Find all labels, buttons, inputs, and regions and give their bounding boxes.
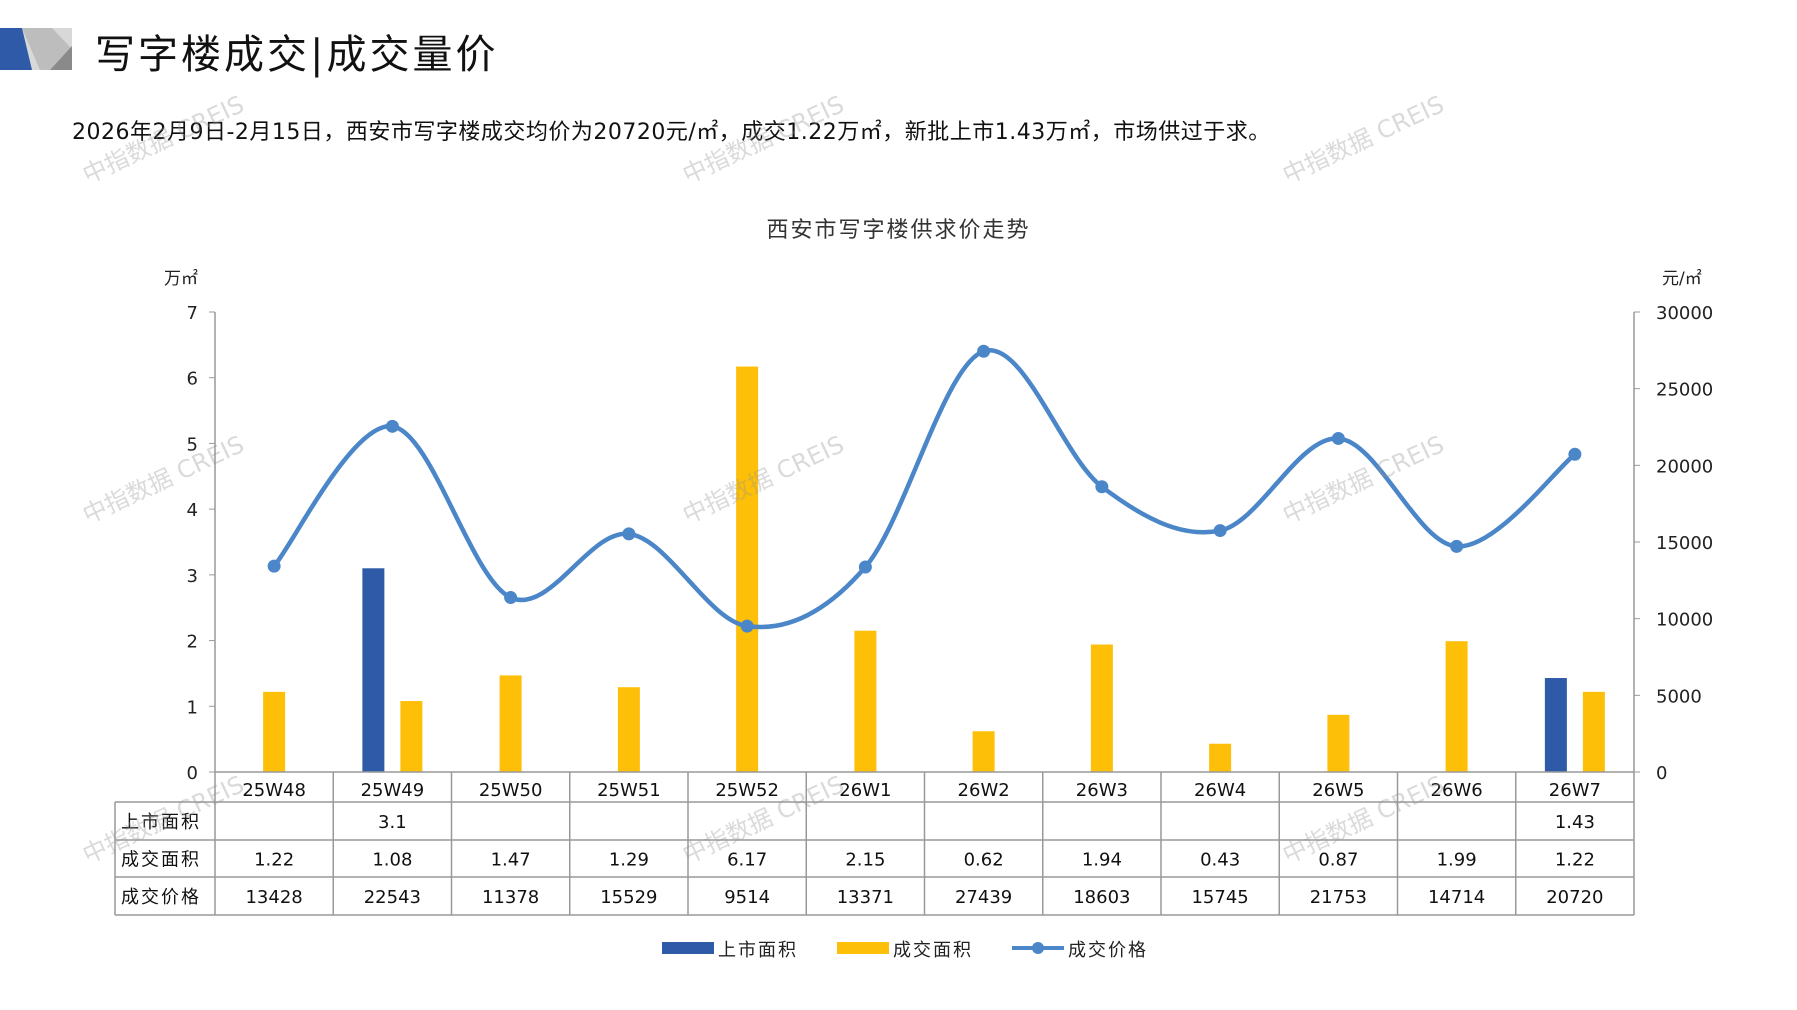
bar-deal-25W49 bbox=[400, 701, 423, 772]
table-cell: 20720 bbox=[1546, 887, 1603, 908]
row-header: 成交价格 bbox=[121, 887, 201, 908]
left-tick-label: 5 bbox=[187, 434, 198, 455]
left-tick-label: 6 bbox=[187, 369, 198, 390]
row-header: 上市面积 bbox=[121, 812, 201, 833]
price-point-25W49 bbox=[385, 419, 399, 433]
row-header: 成交面积 bbox=[121, 850, 201, 871]
left-tick-label: 3 bbox=[187, 566, 198, 587]
bar-deal-26W1 bbox=[854, 630, 877, 772]
right-tick-label: 0 bbox=[1656, 763, 1667, 784]
right-tick-label: 25000 bbox=[1656, 380, 1713, 401]
price-point-26W6 bbox=[1450, 539, 1464, 553]
legend-swatch bbox=[662, 942, 714, 954]
price-point-26W1 bbox=[858, 560, 872, 574]
bar-deal-26W2 bbox=[972, 731, 995, 772]
right-tick-label: 20000 bbox=[1656, 456, 1713, 477]
price-line bbox=[272, 348, 1577, 630]
category-label: 25W52 bbox=[715, 780, 779, 801]
bar-deal-26W7 bbox=[1582, 691, 1605, 772]
table-cell: 14714 bbox=[1428, 887, 1485, 908]
table-cell: 11378 bbox=[482, 887, 539, 908]
table-cell: 15745 bbox=[1191, 887, 1248, 908]
right-tick-label: 10000 bbox=[1656, 610, 1713, 631]
category-label: 26W4 bbox=[1194, 780, 1246, 801]
right-axis-unit: 元/㎡ bbox=[1662, 269, 1702, 289]
price-point-25W50 bbox=[504, 591, 518, 605]
legend-label: 成交面积 bbox=[893, 940, 973, 961]
price-point-26W3 bbox=[1095, 480, 1109, 494]
table-cell: 6.17 bbox=[727, 850, 767, 871]
table-cell: 0.43 bbox=[1200, 850, 1240, 871]
bar-deal-26W6 bbox=[1445, 641, 1468, 772]
legend-label: 上市面积 bbox=[718, 940, 798, 961]
price-point-26W5 bbox=[1331, 431, 1345, 445]
price-point-26W2 bbox=[977, 344, 991, 358]
left-tick-label: 7 bbox=[187, 303, 198, 324]
bar-supply-25W49 bbox=[362, 568, 385, 772]
category-label: 26W6 bbox=[1431, 780, 1483, 801]
price-point-26W4 bbox=[1213, 524, 1227, 538]
table-cell: 3.1 bbox=[378, 812, 407, 833]
category-label: 25W48 bbox=[242, 780, 306, 801]
table-cell: 2.15 bbox=[845, 850, 885, 871]
right-tick-label: 15000 bbox=[1656, 533, 1713, 554]
table-cell: 21753 bbox=[1310, 887, 1367, 908]
category-label: 26W3 bbox=[1076, 780, 1128, 801]
bar-deal-26W4 bbox=[1209, 743, 1232, 772]
table-cell: 27439 bbox=[955, 887, 1012, 908]
left-axis-unit: 万㎡ bbox=[164, 269, 198, 289]
table-cell: 18603 bbox=[1073, 887, 1130, 908]
summary-text: 2026年2月9日-2月15日，西安市写字楼成交均价为20720元/㎡，成交1.… bbox=[72, 120, 1271, 145]
bar-supply-26W7 bbox=[1544, 678, 1567, 772]
chart-title: 西安市写字楼供求价走势 bbox=[766, 218, 1031, 243]
category-label: 25W51 bbox=[597, 780, 661, 801]
table-cell: 1.99 bbox=[1437, 850, 1477, 871]
left-tick-label: 1 bbox=[187, 697, 198, 718]
bar-deal-25W50 bbox=[499, 675, 522, 772]
bar-deal-25W52 bbox=[736, 366, 759, 772]
table-cell: 0.62 bbox=[964, 850, 1004, 871]
table-cell: 1.29 bbox=[609, 850, 649, 871]
left-tick-label: 2 bbox=[187, 632, 198, 653]
category-label: 26W1 bbox=[839, 780, 891, 801]
right-tick-label: 5000 bbox=[1656, 686, 1702, 707]
price-point-25W52 bbox=[740, 619, 754, 633]
bar-deal-25W48 bbox=[263, 691, 286, 772]
table-cell: 1.08 bbox=[372, 850, 412, 871]
table-cell: 15529 bbox=[600, 887, 657, 908]
table-cell: 1.94 bbox=[1082, 850, 1122, 871]
category-label: 25W49 bbox=[361, 780, 425, 801]
price-point-25W51 bbox=[622, 527, 636, 541]
bar-deal-26W5 bbox=[1327, 714, 1350, 772]
legend-label: 成交价格 bbox=[1068, 940, 1148, 961]
table-cell: 1.47 bbox=[491, 850, 531, 871]
table-cell: 22543 bbox=[364, 887, 421, 908]
table-cell: 1.43 bbox=[1555, 812, 1595, 833]
category-label: 26W2 bbox=[958, 780, 1010, 801]
table-cell: 13428 bbox=[245, 887, 302, 908]
table-cell: 0.87 bbox=[1318, 850, 1358, 871]
logo-icon bbox=[0, 28, 72, 70]
bar-deal-26W3 bbox=[1090, 644, 1113, 772]
right-tick-label: 30000 bbox=[1656, 303, 1713, 324]
page-title: 写字楼成交|成交量价 bbox=[95, 32, 499, 78]
price-point-26W7 bbox=[1568, 447, 1582, 461]
left-tick-label: 0 bbox=[187, 763, 198, 784]
price-point-25W48 bbox=[267, 559, 281, 573]
legend-marker bbox=[1032, 942, 1044, 954]
table-cell: 9514 bbox=[724, 887, 770, 908]
bar-deal-25W51 bbox=[617, 687, 640, 772]
category-label: 25W50 bbox=[479, 780, 543, 801]
category-label: 26W5 bbox=[1312, 780, 1364, 801]
legend-swatch bbox=[837, 942, 889, 954]
table-cell: 1.22 bbox=[254, 850, 294, 871]
table-cell: 1.22 bbox=[1555, 850, 1595, 871]
table-cell: 13371 bbox=[837, 887, 894, 908]
left-tick-label: 4 bbox=[187, 500, 198, 521]
category-label: 26W7 bbox=[1549, 780, 1601, 801]
